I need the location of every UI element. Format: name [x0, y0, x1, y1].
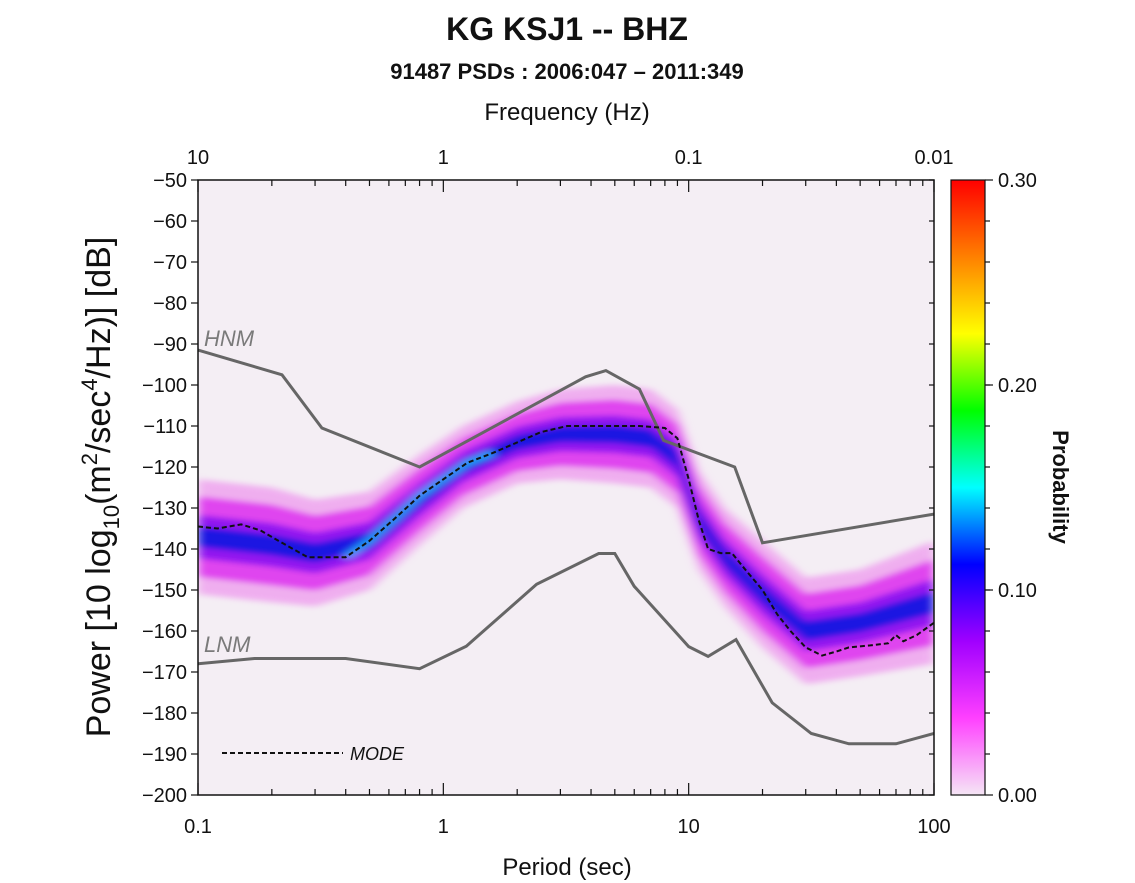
x2-tick-label: 0.1: [675, 147, 703, 169]
y-axis-title: Power [10 log10(m2/sec4/Hz)] [dB]: [77, 237, 124, 738]
y-tick-label: −140: [142, 539, 187, 561]
x2-tick-label: 10: [187, 147, 209, 169]
y-tick-label: −70: [153, 252, 187, 274]
y-tick-label: −180: [142, 703, 187, 725]
y-tick-label: −110: [143, 416, 187, 438]
hnm-line: [198, 348, 934, 545]
y-tick-label: −50: [153, 170, 187, 192]
x-tick-label: 0.1: [184, 816, 212, 838]
colorbar: 0.30 0.20 0.10 0.00 Probability: [950, 170, 1073, 807]
x2-tick-label: 1: [438, 147, 449, 169]
lnm-label: LNM: [204, 632, 251, 657]
plot-area: [197, 179, 935, 796]
x-tick-label: 1: [438, 816, 449, 838]
top-axis-title: Frequency (Hz): [484, 99, 649, 126]
chart-title: KG KSJ1 -- BHZ: [446, 11, 688, 47]
colorbar-gradient: [950, 179, 986, 796]
mode-line: [198, 425, 934, 657]
y-tick-label: −190: [142, 744, 187, 766]
y-tick-label: −120: [142, 457, 187, 479]
density-inner: [198, 415, 934, 652]
y-tick-label: −100: [142, 375, 187, 397]
y-tick-label: −90: [153, 334, 187, 356]
plot-frame: [197, 179, 935, 796]
hnm-label: HNM: [204, 326, 255, 351]
y-tick-label: −160: [142, 621, 187, 643]
legend-mode-label: MODE: [350, 744, 405, 764]
x-tick-label: 10: [678, 816, 700, 838]
colorbar-title: Probability: [1048, 430, 1073, 544]
y-tick-label: −130: [142, 498, 187, 520]
x-tick-label: 100: [917, 816, 950, 838]
y-tick-label: −80: [153, 293, 187, 315]
y-tick-label: −60: [153, 211, 187, 233]
colorbar-tick-label: 0.10: [998, 580, 1037, 602]
chart-subtitle: 91487 PSDs : 2006:047 – 2011:349: [390, 59, 744, 84]
y-tick-label: −150: [142, 580, 187, 602]
lnm-line: [198, 552, 934, 746]
density-core: [198, 425, 934, 641]
colorbar-tick-label: 0.20: [998, 375, 1037, 397]
colorbar-tick-label: 0.30: [998, 170, 1037, 192]
x2-tick-label: 0.01: [915, 147, 954, 169]
x-axis-title: Period (sec): [502, 854, 631, 881]
y-tick-label: −170: [142, 662, 187, 684]
y-tick-label: −200: [142, 785, 187, 807]
colorbar-tick-label: 0.00: [998, 785, 1037, 807]
plot-background: [198, 180, 934, 795]
legend: MODE: [222, 744, 405, 764]
